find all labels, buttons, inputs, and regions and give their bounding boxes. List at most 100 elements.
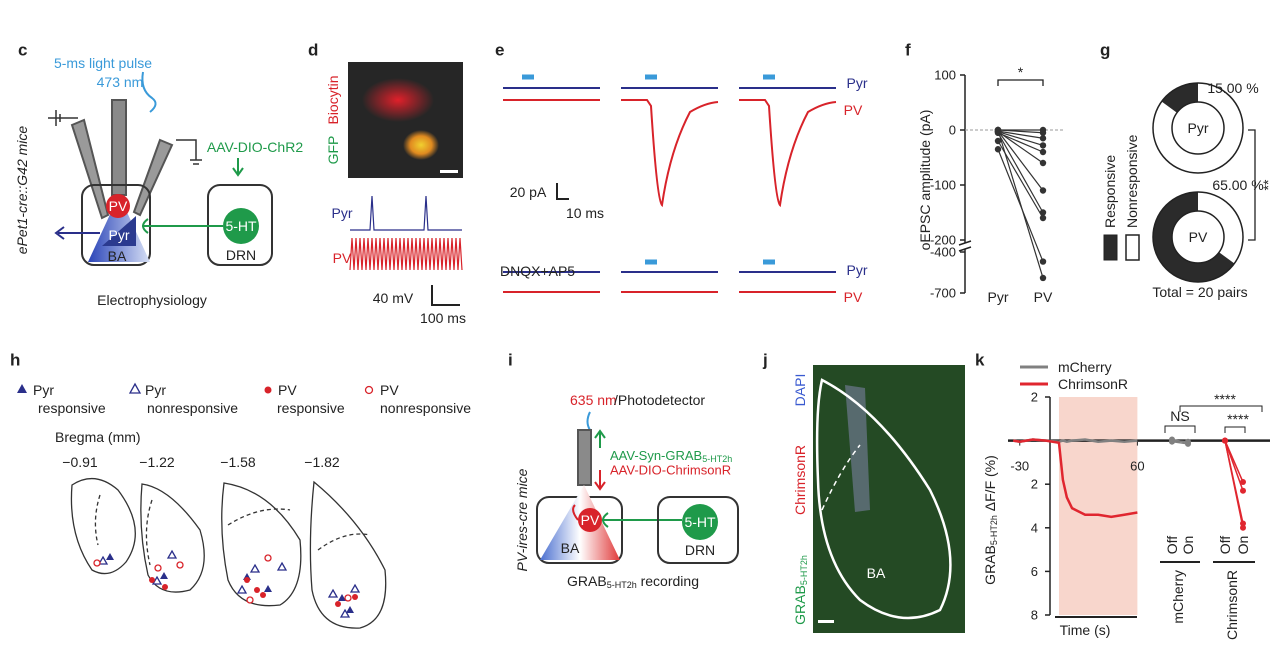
label: PV-ires-cre mice	[514, 468, 530, 571]
y-tick-label: -100	[930, 178, 956, 193]
y-tick-label: 2	[1031, 390, 1038, 405]
panel-letter: j	[762, 351, 768, 370]
pair-point	[1240, 479, 1246, 486]
legend-label: Pyr	[33, 382, 54, 398]
panel-letter: h	[10, 351, 20, 370]
label: AAV-Syn-GRAB5-HT2h	[610, 448, 732, 465]
label-part: 5-HT2h	[607, 580, 637, 590]
x-tick-label: PV	[1034, 289, 1053, 305]
label: DAPI	[792, 374, 808, 407]
panel-letter: e	[495, 41, 504, 60]
sig-bar	[997, 79, 1044, 86]
panel-j-image	[813, 365, 965, 633]
pair-point	[1039, 187, 1047, 194]
condition-label: On	[1180, 536, 1196, 555]
pair-line	[997, 130, 1044, 191]
pair-point	[1039, 274, 1047, 282]
donut-outline	[1171, 101, 1225, 155]
panel-letter: c	[18, 41, 27, 60]
pair-point	[1039, 142, 1047, 149]
label-part: GRAB	[792, 585, 808, 625]
label: GRAB5-HT2h recording	[567, 573, 699, 590]
sig-label: **	[1260, 179, 1276, 190]
panel-e-traces	[503, 74, 837, 293]
label: ChrimsonR	[792, 445, 808, 515]
y-axis-label: GRAB5-HT2h ΔF/F (%)	[982, 455, 999, 585]
legend-marker	[364, 385, 374, 395]
legend-label: Pyr	[145, 382, 166, 398]
level-label: −1.58	[220, 454, 256, 470]
sig-bracket	[1164, 425, 1196, 433]
condition-label: Off	[1217, 536, 1233, 555]
legend-label: responsive	[277, 400, 345, 416]
x-tick-label: -30	[1010, 459, 1029, 474]
label: PV	[844, 289, 863, 305]
pair-point	[994, 137, 1002, 145]
y-tick-label: 4	[1031, 520, 1038, 535]
panel-d-image	[348, 62, 463, 178]
pair-line	[1224, 440, 1244, 528]
panel-letter: f	[905, 41, 911, 60]
pair-line	[997, 131, 1044, 146]
label: Pyr	[847, 262, 868, 278]
pair-line	[997, 132, 1044, 153]
legend-label: responsive	[38, 400, 106, 416]
pair-line	[997, 130, 1044, 139]
pair-point	[994, 126, 1002, 134]
total-label: Total = 20 pairs	[1152, 284, 1247, 300]
pair-line	[997, 129, 1044, 279]
label: 100 ms	[420, 310, 466, 326]
legend-label: PV	[380, 382, 399, 398]
donut-center-label: PV	[1189, 229, 1208, 245]
label: BA	[867, 565, 886, 581]
legend-marker	[128, 382, 142, 394]
panel-letter: g	[1100, 41, 1110, 60]
label: ePet1-cre::G42 mice	[14, 126, 30, 255]
label: 5-ms light pulse	[54, 55, 152, 71]
pair-point	[1039, 258, 1047, 265]
condition-label: Off	[1164, 536, 1180, 555]
panel-letter: k	[975, 351, 985, 370]
level-label: −1.22	[139, 454, 175, 470]
y-tick-label: 0	[949, 123, 956, 138]
label-part: GRAB	[567, 573, 607, 589]
legend-swatch	[1125, 234, 1140, 261]
x-axis-label: Time (s)	[1060, 622, 1111, 638]
pv-trace	[349, 237, 463, 271]
series-line	[1013, 438, 1138, 519]
label: 5-HT	[684, 514, 716, 530]
legend-label: mCherry	[1058, 359, 1112, 375]
donut-outline	[1152, 191, 1244, 283]
label: Bregma (mm)	[55, 429, 141, 445]
sig-bracket	[1179, 405, 1263, 412]
sig-bracket	[1224, 426, 1246, 433]
label-part: GRAB	[982, 545, 998, 585]
legend-label: nonresponsive	[147, 400, 238, 416]
pyr-trace	[350, 195, 462, 231]
pair-point	[1039, 159, 1047, 167]
panel-h-cells	[93, 549, 361, 618]
pair-line	[997, 132, 1044, 213]
label: Electrophysiology	[97, 292, 207, 308]
pair-point	[1222, 437, 1228, 444]
x-tick-label: 60	[1130, 459, 1144, 474]
legend-marker	[264, 386, 272, 394]
donut-segment	[1161, 83, 1198, 113]
pair-point	[1185, 439, 1191, 446]
y-tick-label: -400	[930, 245, 956, 260]
legend-marker	[17, 384, 27, 393]
scale-bar	[431, 285, 460, 306]
label: 5-HT	[225, 218, 257, 234]
pair-line	[997, 129, 1044, 134]
level-label: −0.91	[62, 454, 98, 470]
legend-label: Responsive	[1102, 155, 1118, 228]
label: PV	[109, 198, 128, 214]
pair-point	[1039, 129, 1047, 136]
legend-label: PV	[278, 382, 297, 398]
label: PV	[581, 512, 600, 528]
level-label: −1.82	[304, 454, 340, 470]
label: 635 nm	[570, 392, 617, 408]
legend-label: ChrimsonR	[1058, 376, 1128, 392]
y-tick-label: -700	[930, 286, 956, 301]
legend-label: Nonresponsive	[1124, 134, 1140, 228]
